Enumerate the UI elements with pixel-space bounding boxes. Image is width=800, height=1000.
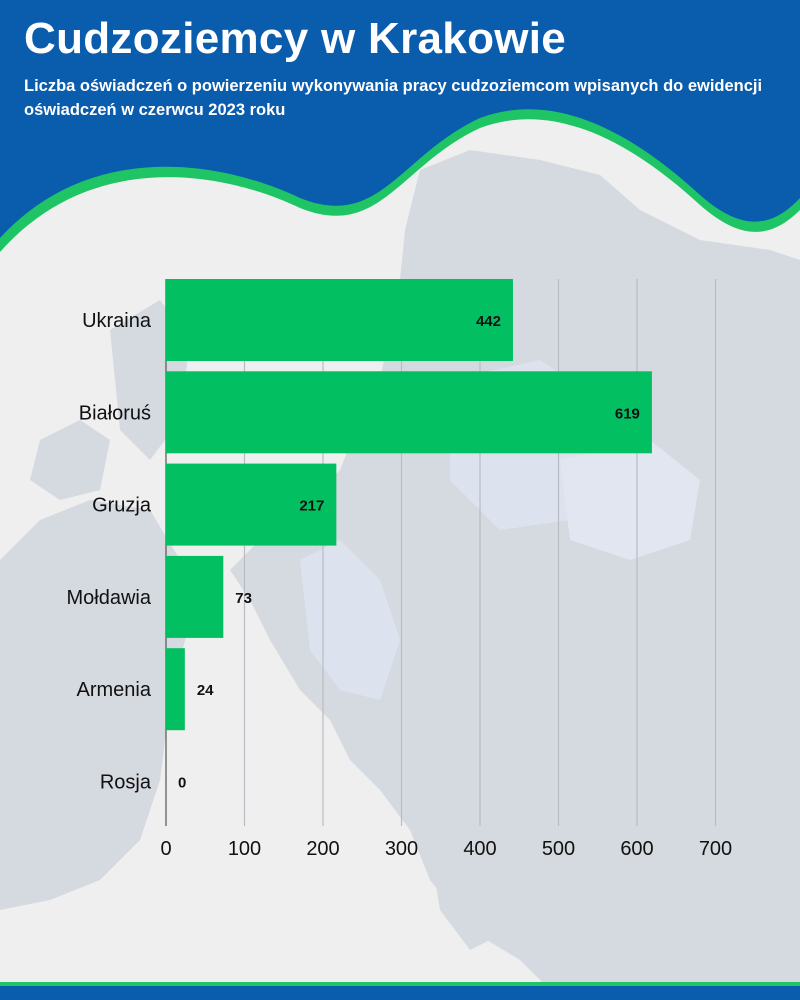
footer-band — [0, 986, 800, 1000]
category-label: Białoruś — [79, 402, 151, 424]
page-subtitle: Liczba oświadczeń o powierzeniu wykonywa… — [24, 77, 763, 119]
bar — [166, 371, 652, 454]
category-label: Rosja — [100, 772, 152, 794]
bar-value-label: 442 — [476, 313, 501, 330]
x-tick-label: 300 — [385, 838, 418, 860]
x-tick-label: 500 — [542, 838, 575, 860]
x-tick-label: 700 — [699, 838, 732, 860]
page-title: Cudzoziemcy w Krakowie — [24, 14, 567, 63]
category-label: Ukraina — [82, 310, 152, 332]
europe-map — [0, 150, 800, 1000]
header-band — [0, 0, 800, 238]
category-label: Armenia — [77, 679, 152, 701]
category-label: Gruzja — [92, 495, 152, 517]
bar-value-label: 0 — [178, 775, 186, 792]
bar-value-label: 24 — [197, 682, 214, 699]
bar — [166, 555, 224, 638]
bar-value-label: 73 — [235, 590, 252, 607]
bar — [166, 279, 513, 361]
x-tick-label: 400 — [463, 838, 496, 860]
x-tick-label: 600 — [620, 838, 653, 860]
x-tick-label: 100 — [228, 838, 261, 860]
bar-value-label: 217 — [299, 498, 324, 515]
category-label: Mołdawia — [67, 587, 152, 609]
x-tick-label: 0 — [160, 838, 171, 860]
bar — [166, 463, 337, 546]
x-tick-label: 200 — [306, 838, 339, 860]
bar-value-label: 619 — [615, 405, 640, 422]
footer-accent — [0, 982, 800, 986]
bar — [166, 648, 185, 731]
